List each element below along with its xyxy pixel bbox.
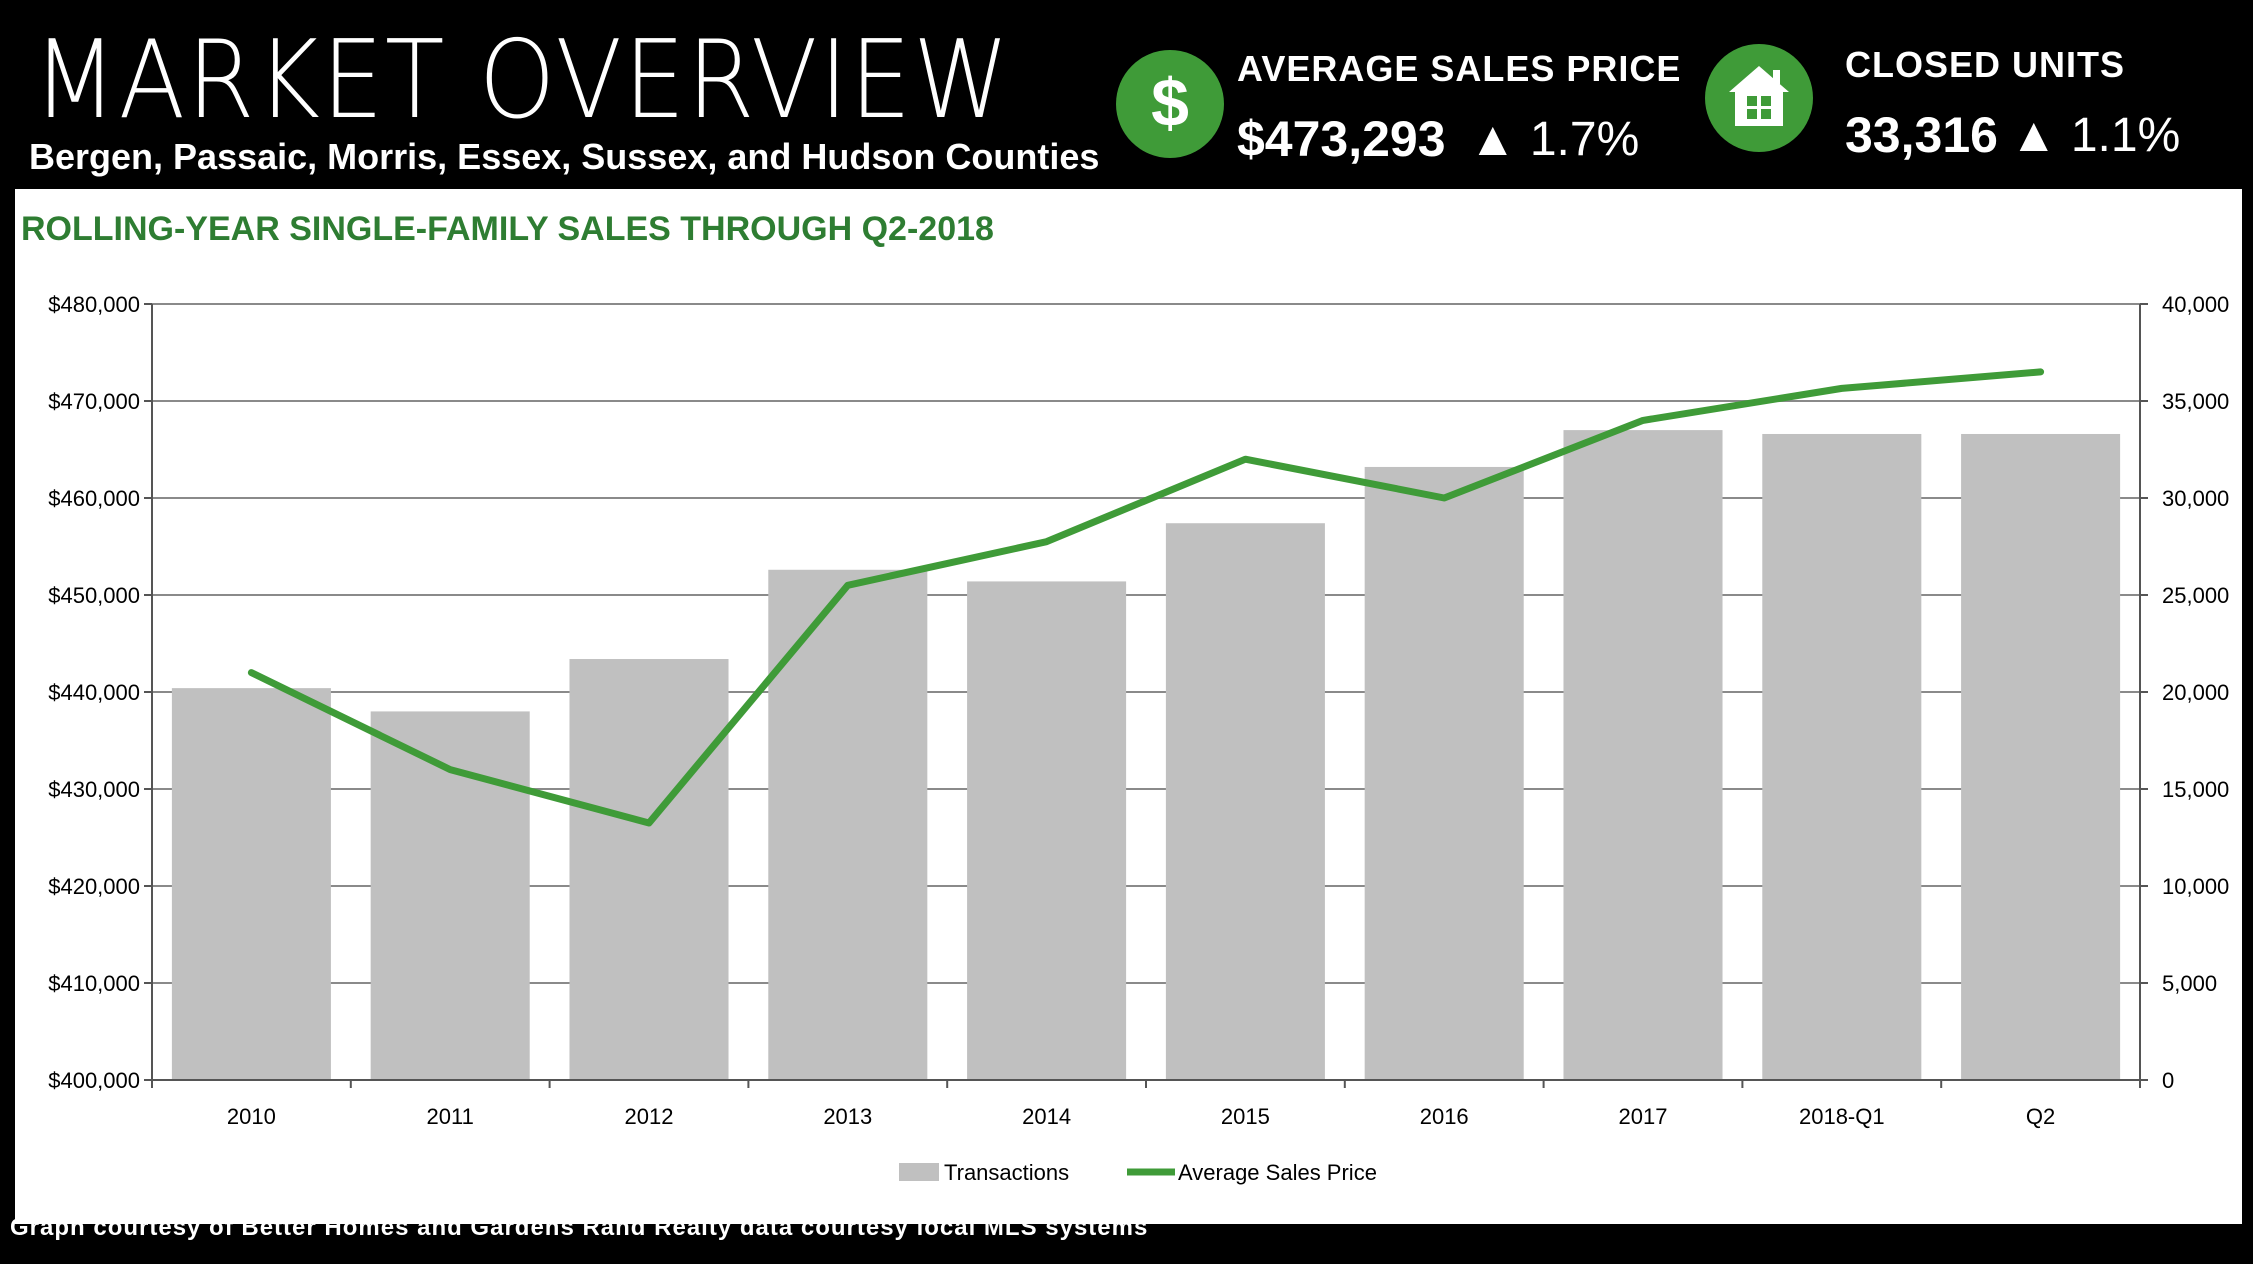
line-point [447, 766, 454, 773]
bar-transactions [1364, 466, 1524, 1080]
y-right-tick-label: 0 [2162, 1068, 2174, 1093]
bar-transactions [569, 659, 729, 1080]
bar-transactions [1961, 433, 2121, 1080]
line-point [1640, 417, 1646, 424]
bar-transactions [171, 688, 331, 1080]
legend-label-average-sales-price: Average Sales Price [1178, 1160, 1377, 1185]
dollar-icon: $ [1116, 50, 1224, 158]
line-point [844, 582, 851, 589]
x-tick-label: 2010 [227, 1104, 276, 1129]
sales-chart: $400,000 $410,000 $420,000 $430,000 $440,000… [48, 292, 2229, 1185]
dollar-icon-glyph: $ [1151, 65, 1189, 141]
y-left-tick-label: $460,000 [48, 486, 140, 511]
line-point [2037, 368, 2044, 375]
footer-credit: Graph courtesy of Better Homes and Garde… [10, 1214, 1149, 1241]
page: MARKET OVERVIEW Bergen, Passaic, Morris,… [15, 14, 2242, 1224]
x-tick-label: 2013 [823, 1104, 872, 1129]
chart-title: ROLLING-YEAR SINGLE-FAMILY SALES THROUGH… [21, 210, 994, 248]
x-tick-label: 2012 [625, 1104, 674, 1129]
x-tick-label: 2011 [427, 1104, 474, 1129]
legend-swatch-transactions [899, 1163, 939, 1181]
bar-transactions [967, 581, 1127, 1080]
y-right-tick-label: 10,000 [2162, 874, 2229, 899]
y-right-tick-label: 15,000 [2162, 777, 2229, 802]
y-left-tick-label: $430,000 [48, 777, 140, 802]
legend-label-transactions: Transactions [944, 1160, 1069, 1185]
line-point [1838, 385, 1845, 392]
bar-transactions [1165, 523, 1325, 1080]
region-subtitle: Bergen, Passaic, Morris, Essex, Sussex, … [29, 136, 1100, 177]
line-point [1441, 495, 1448, 501]
y-right-tick-label: 35,000 [2162, 389, 2229, 414]
y-left-tick-label: $410,000 [48, 971, 140, 996]
x-tick-label: 2017 [1619, 1104, 1668, 1129]
house-icon [1705, 44, 1813, 152]
avg-price-change: ▲ 1.7% [1469, 113, 1640, 166]
line-point [1242, 456, 1249, 463]
y-left-tick-label: $470,000 [48, 389, 140, 414]
line-point [646, 819, 652, 826]
y-left-tick-label: $420,000 [48, 874, 140, 899]
line-point [1043, 538, 1050, 545]
line-point [248, 669, 255, 676]
y-right-tick-label: 40,000 [2162, 292, 2229, 317]
x-tick-label: 2016 [1420, 1104, 1469, 1129]
svg-text:$: $ [1151, 65, 1189, 141]
y-right-tick-label: 25,000 [2162, 583, 2229, 608]
y-right-tick-label: 20,000 [2162, 680, 2229, 705]
bar-transactions [1762, 433, 1922, 1080]
header-banner: MARKET OVERVIEW Bergen, Passaic, Morris,… [15, 14, 2242, 189]
x-tick-label: 2014 [1022, 1104, 1071, 1129]
bar-transactions [768, 569, 928, 1080]
x-tick-label: 2018-Q1 [1799, 1104, 1885, 1129]
y-right-tick-label: 5,000 [2162, 971, 2217, 996]
y-left-tick-label: $450,000 [48, 583, 140, 608]
y-left-tick-label: $400,000 [48, 1068, 140, 1093]
y-left-tick-label: $480,000 [48, 292, 140, 317]
bar-transactions [1563, 430, 1723, 1081]
avg-price-value: $473,293 [1237, 111, 1446, 167]
y-right-tick-label: 30,000 [2162, 486, 2229, 511]
closed-units-value: 33,316 [1845, 107, 1998, 163]
x-tick-label: 2015 [1221, 1104, 1270, 1129]
line-average-sales-price [247, 368, 2045, 827]
house-icon-glyph [1729, 66, 1789, 126]
x-tick-label: Q2 [2026, 1104, 2055, 1129]
page-title: MARKET OVERVIEW [33, 18, 1011, 143]
closed-units-change: ▲ 1.1% [2010, 109, 2181, 162]
closed-units-label: CLOSED UNITS [1845, 44, 2126, 85]
y-left-tick-label: $440,000 [48, 680, 140, 705]
avg-price-label: AVERAGE SALES PRICE [1237, 48, 1682, 89]
